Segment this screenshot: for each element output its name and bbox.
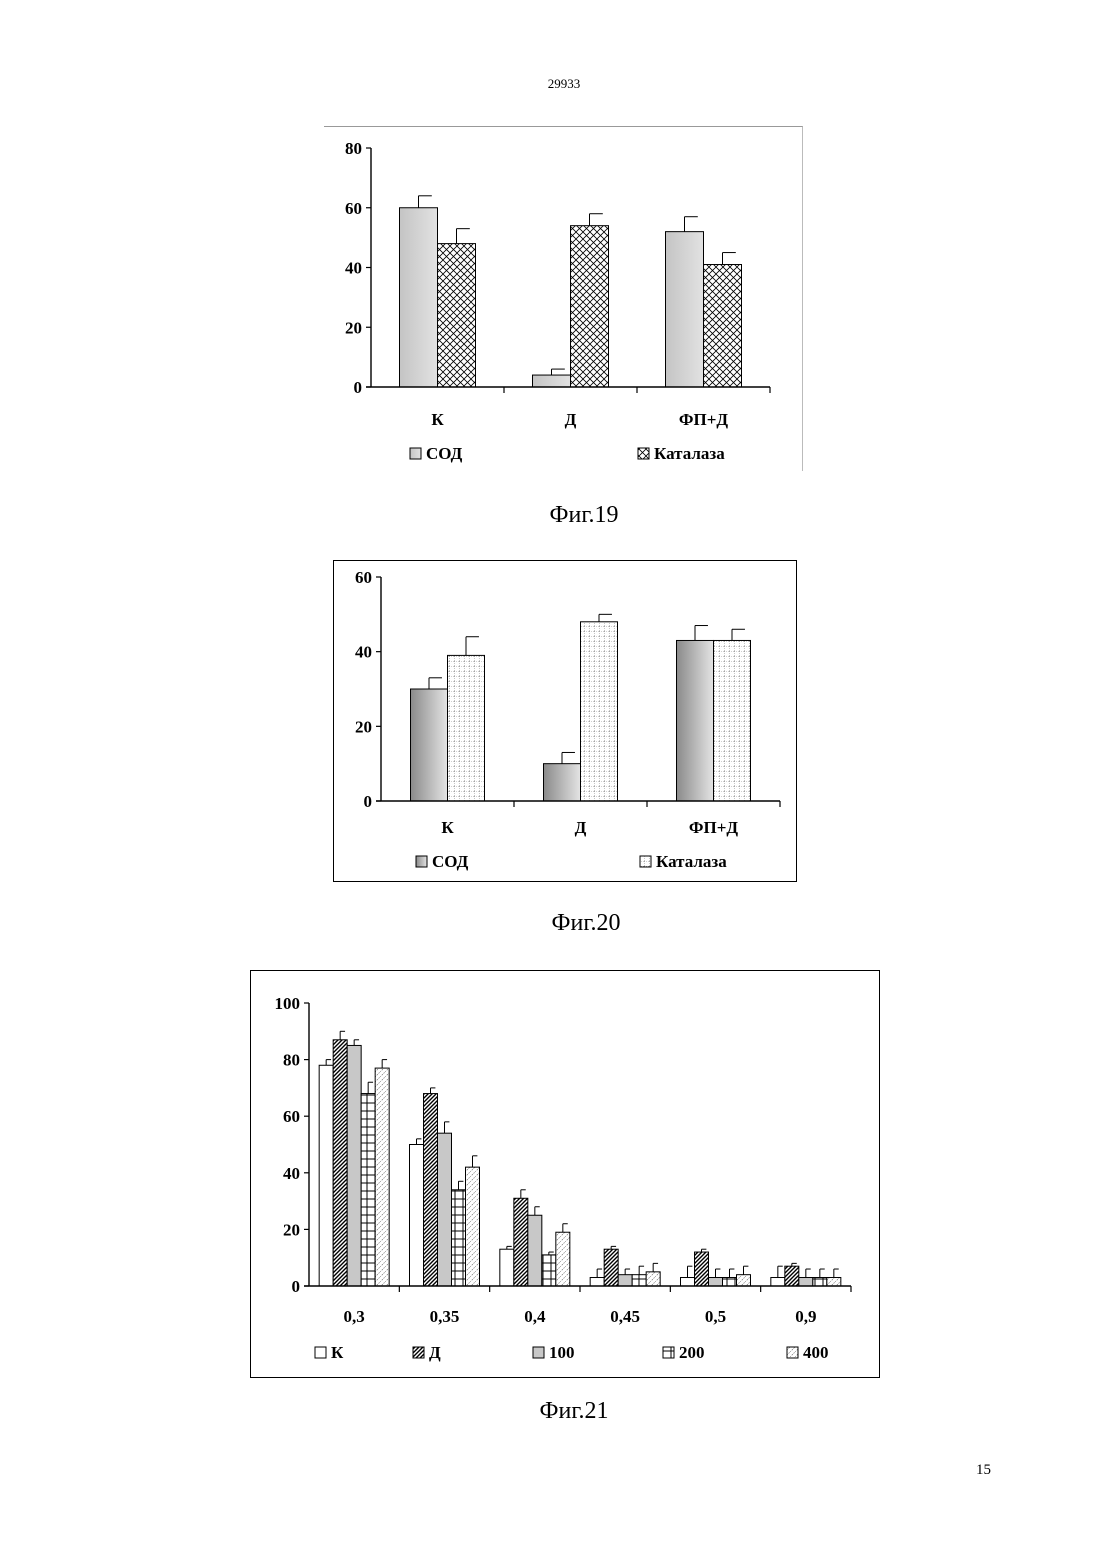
- x-tick-label: 0,5: [705, 1307, 726, 1326]
- x-tick-label: 0,3: [344, 1307, 365, 1326]
- y-tick-label: 60: [355, 568, 372, 587]
- bar-5-6: [827, 1278, 841, 1286]
- bar-3-3: [528, 1215, 542, 1286]
- y-tick-label: 20: [345, 318, 362, 337]
- chart-fig20-svg: 0 20 40 60 К Д ФП+Д СОД Каталаза: [334, 561, 796, 881]
- bar-1-3: [666, 232, 704, 387]
- y-tick-label: 100: [275, 994, 301, 1013]
- caption-fig20: Фиг.20: [486, 910, 686, 937]
- x-tick-label: Д: [575, 818, 587, 837]
- chart-fig21: 0 20 40 60 80 100 0,3 0,35 0,4 0,45 0,5 0,9 К Д 100 200…: [250, 970, 880, 1378]
- bar-2-2: [581, 622, 618, 801]
- bar-2-2: [424, 1094, 438, 1286]
- chart-fig21-svg: 0 20 40 60 80 100 0,3 0,35 0,4 0,45 0,5 0,9 К Д 100 200…: [251, 971, 879, 1377]
- legend-swatch: [533, 1347, 544, 1358]
- caption-fig21: Фиг.21: [474, 1398, 674, 1425]
- y-tick-label: 60: [283, 1107, 300, 1126]
- y-tick-label: 60: [345, 199, 362, 218]
- legend-label: СОД: [426, 444, 463, 463]
- legend-swatch: [640, 856, 651, 867]
- bar-1-2: [533, 375, 571, 387]
- bar-1-3: [677, 640, 714, 801]
- y-tick-label: 0: [292, 1277, 301, 1296]
- x-tick-label: 0,9: [795, 1307, 816, 1326]
- legend-label: Каталаза: [654, 444, 725, 463]
- bar-2-1: [333, 1040, 347, 1286]
- x-tick-label: К: [431, 410, 444, 429]
- bar-2-3: [714, 640, 751, 801]
- bar-5-4: [646, 1272, 660, 1286]
- bar-1-2: [544, 764, 581, 801]
- chart-fig20: 0 20 40 60 К Д ФП+Д СОД Каталаза: [333, 560, 797, 882]
- legend-swatch: [416, 856, 427, 867]
- legend-label: СОД: [432, 852, 469, 871]
- bar-3-6: [799, 1278, 813, 1286]
- bar-3-2: [438, 1133, 452, 1286]
- bar-3-5: [709, 1278, 723, 1286]
- bar-2-5: [695, 1252, 709, 1286]
- bar-4-5: [723, 1278, 737, 1286]
- bar-5-5: [737, 1275, 751, 1286]
- bar-1-2: [410, 1145, 424, 1287]
- legend-label: Каталаза: [656, 852, 727, 871]
- legend-swatch: [413, 1347, 424, 1358]
- chart-fig19: 0 20 40 60 80 К Д ФП+Д СОД Каталаза: [324, 126, 803, 471]
- y-tick-label: 40: [345, 259, 362, 278]
- bar-2-1: [448, 655, 485, 801]
- bar-1-5: [681, 1278, 695, 1286]
- bar-2-2: [571, 226, 609, 387]
- bar-5-1: [375, 1068, 389, 1286]
- y-tick-label: 40: [355, 643, 372, 662]
- bar-5-2: [466, 1167, 480, 1286]
- legend-label: 100: [549, 1343, 575, 1362]
- x-tick-label: 0,35: [430, 1307, 460, 1326]
- legend-label: 400: [803, 1343, 829, 1362]
- legend-label: 200: [679, 1343, 705, 1362]
- y-tick-label: 0: [354, 378, 363, 397]
- document-number: 29933: [0, 76, 1100, 92]
- legend-swatch: [787, 1347, 798, 1358]
- bar-4-2: [452, 1190, 466, 1286]
- bar-2-6: [785, 1266, 799, 1286]
- bar-4-3: [542, 1255, 556, 1286]
- bar-1-4: [590, 1278, 604, 1286]
- legend-swatch: [638, 448, 649, 459]
- bar-4-4: [632, 1275, 646, 1286]
- bar-1-1: [400, 208, 438, 387]
- x-tick-label: ФП+Д: [679, 410, 729, 429]
- x-tick-label: К: [441, 818, 454, 837]
- x-tick-label: 0,4: [524, 1307, 546, 1326]
- x-tick-label: Д: [565, 410, 577, 429]
- legend-swatch: [410, 448, 421, 459]
- bar-4-6: [813, 1278, 827, 1286]
- x-tick-label: ФП+Д: [689, 818, 739, 837]
- bar-3-1: [347, 1045, 361, 1286]
- bar-5-3: [556, 1232, 570, 1286]
- legend-label: Д: [429, 1343, 441, 1362]
- legend-label: К: [331, 1343, 344, 1362]
- y-tick-label: 20: [283, 1220, 300, 1239]
- caption-fig19: Фиг.19: [484, 502, 684, 529]
- x-tick-label: 0,45: [610, 1307, 640, 1326]
- legend-swatch: [315, 1347, 326, 1358]
- y-tick-label: 20: [355, 717, 372, 736]
- y-tick-label: 0: [364, 792, 373, 811]
- y-tick-label: 80: [345, 139, 362, 158]
- bar-3-4: [618, 1275, 632, 1286]
- bar-1-6: [771, 1278, 785, 1286]
- bar-2-4: [604, 1249, 618, 1286]
- bar-2-1: [438, 244, 476, 387]
- bar-4-1: [361, 1094, 375, 1286]
- legend-swatch: [663, 1347, 674, 1358]
- bar-2-3: [704, 265, 742, 387]
- y-tick-label: 40: [283, 1164, 300, 1183]
- bar-1-1: [411, 689, 448, 801]
- y-tick-label: 80: [283, 1051, 300, 1070]
- page-number: 15: [976, 1462, 991, 1479]
- chart-fig19-svg: 0 20 40 60 80 К Д ФП+Д СОД Каталаза: [324, 127, 802, 471]
- bar-1-3: [500, 1249, 514, 1286]
- bar-1-1: [319, 1065, 333, 1286]
- bar-2-3: [514, 1198, 528, 1286]
